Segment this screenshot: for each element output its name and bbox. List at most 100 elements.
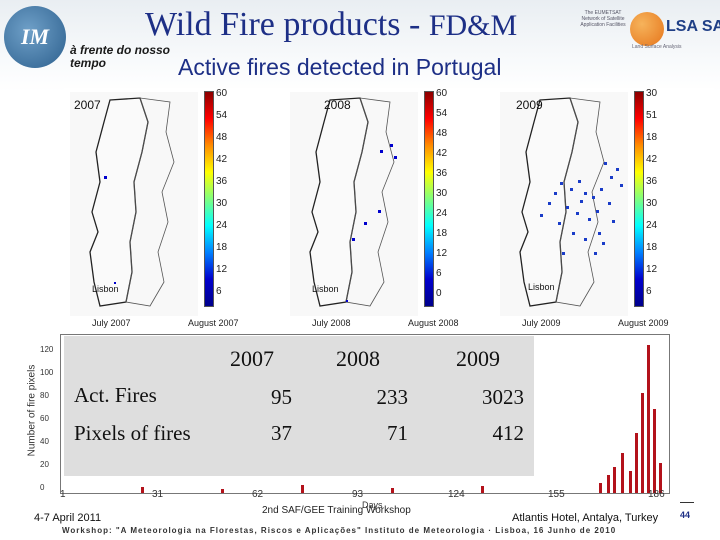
fires-table: 2007 2008 2009 Act. Fires 95 233 3023 Pi… — [64, 336, 534, 476]
colorbar-tick: 6 — [436, 268, 442, 279]
colorbar-tick: 24 — [646, 220, 658, 231]
colorbar-tick: 36 — [436, 168, 448, 179]
year-label: 2009 — [516, 98, 543, 112]
colorbar-tick: 36 — [646, 176, 658, 187]
row-label: Pixels of fires — [74, 421, 191, 445]
colorbar-tick: 60 — [216, 88, 228, 99]
table-cell: 412 — [492, 421, 525, 445]
lsa-label: LSA SAF — [666, 18, 720, 35]
colorbar-tick: 54 — [216, 110, 228, 121]
x-tick: 155 — [548, 489, 565, 500]
colorbar-tick: 60 — [436, 88, 448, 99]
date-right: August 2009 — [618, 318, 669, 328]
year-label: 2008 — [324, 98, 351, 112]
lisbon-label: Lisbon — [528, 282, 555, 292]
chart-bar — [391, 488, 394, 493]
chart-bar — [621, 453, 624, 493]
footer-workshop: 2nd SAF/GEE Training Workshop — [262, 505, 411, 516]
colorbar — [204, 91, 214, 307]
colorbar-tick: 42 — [646, 154, 658, 165]
table-cell: 95 — [271, 385, 292, 409]
footer-venue: Atlantis Hotel, Antalya, Turkey — [512, 512, 659, 524]
x-tick: 62 — [252, 489, 264, 500]
colorbar-tick: 12 — [216, 264, 228, 275]
colorbar-tick: 54 — [436, 108, 448, 119]
colorbar-tick: 48 — [216, 132, 228, 143]
y-axis-text: Number of fire pixels — [26, 364, 38, 457]
colorbar-tick: 30 — [646, 88, 658, 99]
x-tick: 31 — [152, 489, 164, 500]
chart-bar — [653, 409, 656, 493]
chart-bar — [599, 483, 602, 493]
lsa-sub: Land Surface Analysis — [632, 44, 682, 50]
y-tick: 60 — [40, 414, 49, 423]
map-panel-2009: 2009 Lisbon 30 51 18 42 36 30 24 18 12 6… — [494, 88, 714, 330]
colorbar-tick: 6 — [216, 286, 222, 297]
y-tick: 120 — [40, 345, 54, 354]
map-panel-2007: 2007 Lisbon 60 54 48 42 36 30 24 18 12 6… — [64, 88, 284, 330]
page-number: 44 — [680, 510, 691, 520]
y-tick: 100 — [40, 368, 54, 377]
y-tick: 20 — [40, 460, 49, 469]
colorbar — [424, 91, 434, 307]
table-header: 2007 — [230, 346, 274, 371]
date-right: August 2008 — [408, 318, 459, 328]
chart-bar — [613, 467, 616, 493]
colorbar-tick: 18 — [216, 242, 228, 253]
title-tail: FD&M — [428, 9, 518, 42]
chart-bar — [301, 485, 304, 493]
colorbar-tick: 51 — [646, 110, 658, 121]
colorbar-tick: 12 — [436, 248, 448, 259]
x-tick: 124 — [448, 489, 465, 500]
chart-bar — [629, 471, 632, 493]
chart-bar — [635, 433, 638, 493]
tagline: à frente do nosso tempo — [70, 43, 171, 70]
table-header: 2009 — [456, 346, 500, 371]
chart-bar — [647, 345, 650, 493]
colorbar-tick: 18 — [646, 132, 658, 143]
table-cell: 71 — [387, 421, 408, 445]
footer-date: 4-7 April 2011 — [34, 512, 102, 524]
colorbar-tick: 18 — [646, 242, 658, 253]
im-logo-text: IM — [20, 24, 50, 49]
colorbar-tick: 36 — [216, 176, 228, 187]
y-tick: 80 — [40, 391, 49, 400]
y-axis-label: Number of fire pixels — [22, 350, 38, 480]
colorbar-tick: 42 — [216, 154, 228, 165]
chart-bar — [659, 463, 662, 493]
x-axis-title: Days — [362, 500, 383, 510]
colorbar — [634, 91, 644, 307]
colorbar-tick: 42 — [436, 148, 448, 159]
chart-bar — [481, 486, 484, 493]
colorbar-tick: 48 — [436, 128, 448, 139]
map-panel-2008: 2008 Lisbon 60 54 48 42 36 30 24 18 12 6… — [284, 88, 504, 330]
date-left: July 2008 — [312, 318, 351, 328]
table-cell: 233 — [376, 385, 409, 409]
colorbar-tick: 12 — [646, 264, 658, 275]
lisbon-label: Lisbon — [312, 284, 339, 294]
lsa-saf-logo: LSA SAF Land Surface Analysis — [630, 12, 720, 54]
colorbar-tick: 30 — [436, 188, 448, 199]
colorbar-tick: 30 — [646, 198, 658, 209]
table-header: 2008 — [336, 346, 380, 371]
date-right: August 2007 — [188, 318, 239, 328]
chart-bar — [641, 393, 644, 493]
im-logo: IM — [4, 6, 66, 68]
portugal-map — [70, 92, 198, 316]
x-tick: 93 — [352, 489, 364, 500]
chart-bar — [141, 487, 144, 493]
header-band — [0, 0, 720, 92]
colorbar-tick: 24 — [436, 208, 448, 219]
portugal-map — [500, 92, 628, 316]
x-tick: 186 — [648, 489, 665, 500]
title-main: Wild Fire products - — [145, 6, 429, 43]
colorbar-tick: 0 — [436, 288, 442, 299]
portugal-map — [290, 92, 418, 316]
colorbar-tick: 30 — [216, 198, 228, 209]
lsa-globe-icon — [630, 12, 664, 46]
year-label: 2007 — [74, 98, 101, 112]
y-tick: 0 — [40, 483, 45, 492]
date-left: July 2009 — [522, 318, 561, 328]
chart-bar — [221, 489, 224, 493]
x-tick: 1 — [60, 489, 66, 500]
